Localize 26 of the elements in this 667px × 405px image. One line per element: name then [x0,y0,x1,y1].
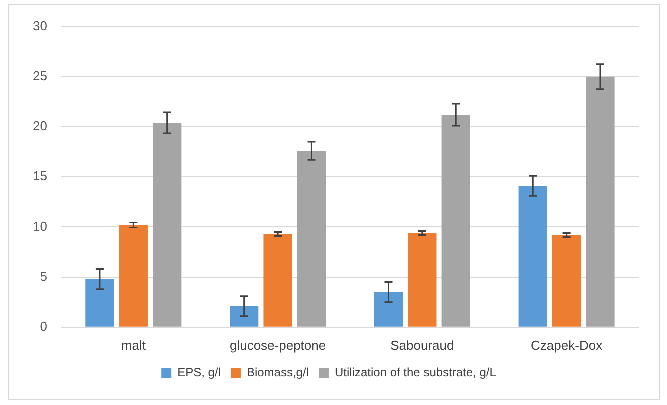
bar [374,292,404,327]
y-tick-label: 30 [32,18,48,34]
bar [586,76,615,327]
x-tick-label: Sabouraud [390,338,454,353]
bar [86,279,114,327]
bar [442,114,470,327]
y-tick-label: 20 [32,118,48,134]
bar [518,186,548,327]
y-tick-label: 25 [32,68,48,84]
y-tick-label: 0 [40,318,48,334]
y-tick-label: 10 [32,218,48,234]
y-tick-label: 5 [40,268,48,284]
bar [153,122,182,327]
bar [264,234,292,327]
bar [297,151,326,327]
bar [408,233,437,327]
bar [552,235,582,327]
y-tick-label: 15 [32,168,48,184]
x-tick-label: malt [121,338,146,353]
x-tick-label: Czapek-Dox [531,338,604,353]
bar [119,225,148,327]
legend-label: Biomass,g/l [246,365,309,380]
bar [230,306,259,327]
legend-label: Utilization of the substrate, g/L [334,365,497,380]
legend-label: EPS, g/l [178,365,221,380]
x-tick-label: glucose-peptone [230,338,326,353]
